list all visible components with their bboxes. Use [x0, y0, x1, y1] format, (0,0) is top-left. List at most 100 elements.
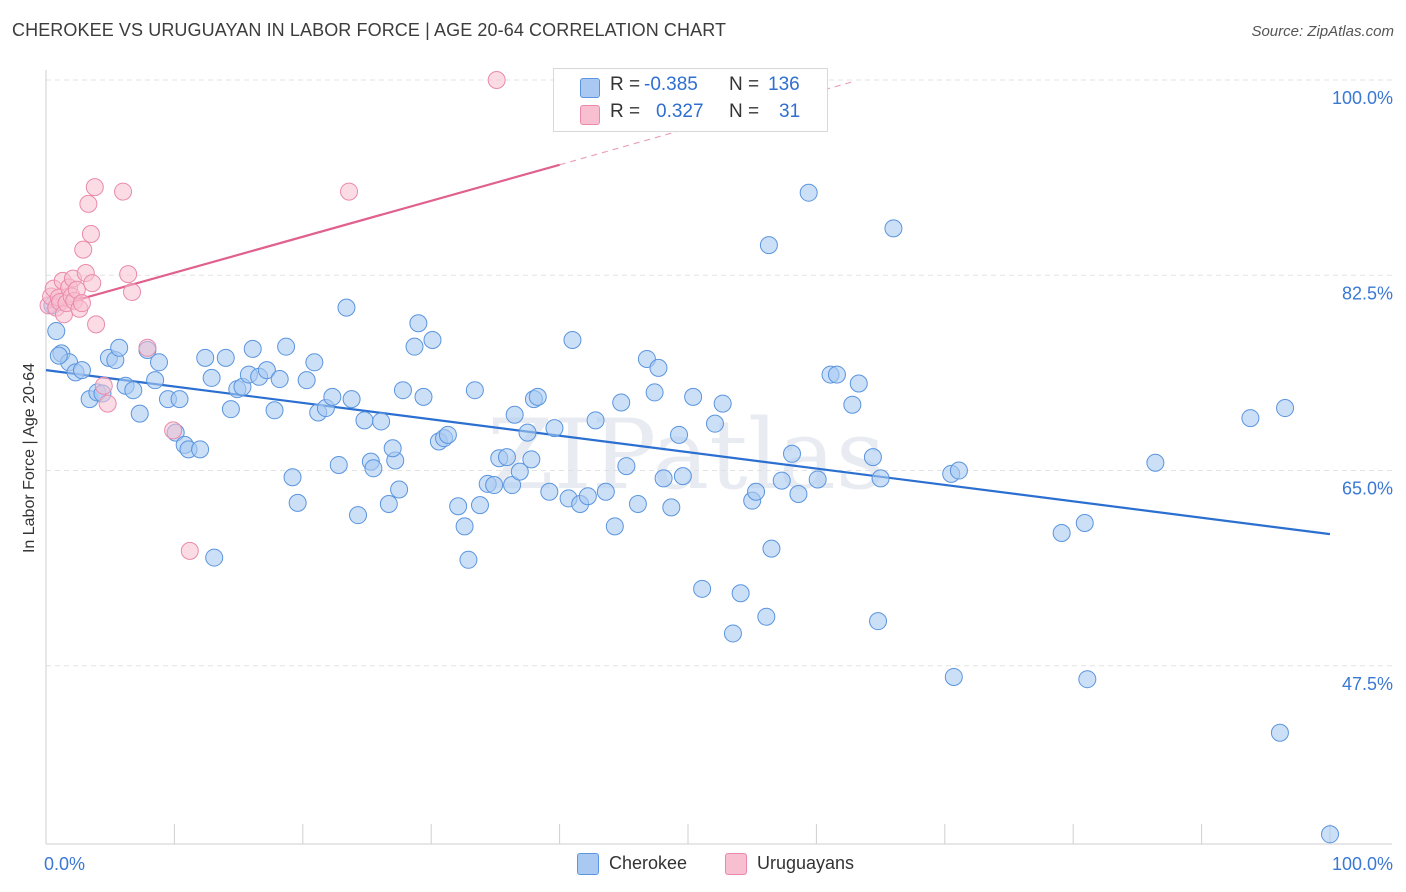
- tick-labels: 47.5% 65.0% 82.5% 100.0% 0.0% 100.0%: [44, 88, 1393, 874]
- legend-r-label: R =: [610, 101, 641, 122]
- cherokee-point: [449, 497, 468, 516]
- uruguayan-point: [87, 315, 106, 334]
- cherokee-point: [654, 469, 673, 488]
- x-tick-label: 0.0%: [44, 854, 85, 874]
- cherokee-point: [528, 387, 547, 406]
- x-tick-label: 100.0%: [1332, 854, 1393, 874]
- legend-n-label: N =: [729, 101, 760, 122]
- cherokee-point: [871, 469, 890, 488]
- cherokee-point: [221, 400, 240, 419]
- legend-n-value: 31: [779, 101, 801, 122]
- cherokee-point: [196, 348, 215, 367]
- uruguayan-point: [74, 240, 93, 259]
- cherokee-point: [459, 550, 478, 569]
- cherokee-point: [772, 471, 791, 490]
- cherokee-point: [723, 624, 742, 643]
- uruguayan-swatch: [725, 853, 747, 875]
- cherokee-point: [337, 298, 356, 317]
- cherokee-point: [270, 370, 289, 389]
- cherokee-point: [297, 371, 316, 390]
- cherokee-point: [1075, 513, 1094, 532]
- cherokee-point: [277, 337, 296, 356]
- cherokee-point: [762, 539, 781, 558]
- cherokee-point: [747, 482, 766, 501]
- cherokee-point: [485, 476, 504, 495]
- legend-r-label: R =: [610, 74, 641, 95]
- uruguayan-point: [119, 265, 138, 284]
- legend-n-label: N =: [729, 74, 760, 95]
- uruguayans-label: Uruguayans: [757, 853, 855, 873]
- cherokee-point: [205, 548, 224, 567]
- cherokee-point: [130, 404, 149, 423]
- cherokee-point: [596, 482, 615, 501]
- cherokee-point: [628, 495, 647, 514]
- cherokee-point: [563, 330, 582, 349]
- cherokee-point: [522, 450, 541, 469]
- cherokee-point: [170, 390, 189, 409]
- legend-n-value: 136: [768, 74, 800, 95]
- cherokee-point: [713, 394, 732, 413]
- cherokee-point: [72, 361, 91, 380]
- cherokee-point: [124, 381, 143, 400]
- y-axis-title: In Labor Force | Age 20-64: [21, 362, 38, 554]
- cherokee-point: [329, 455, 348, 474]
- cherokee-point: [390, 480, 409, 499]
- cherokee-point: [305, 353, 324, 372]
- cherokee-point: [612, 393, 631, 412]
- cherokee-label: Cherokee: [609, 853, 688, 873]
- cherokee-point: [216, 348, 235, 367]
- cherokee-swatch: [577, 853, 599, 875]
- source-label: Source: ZipAtlas.com: [1251, 23, 1394, 40]
- cherokee-point: [827, 365, 846, 384]
- cherokee-point: [1078, 670, 1097, 689]
- cherokee-point: [465, 381, 484, 400]
- cherokee-point: [146, 371, 165, 390]
- cherokee-trend-line: [45, 369, 1331, 536]
- uruguayan-point: [94, 376, 113, 395]
- uruguayan-point: [138, 338, 157, 357]
- cherokee-point: [110, 338, 129, 357]
- uruguayan-point: [340, 182, 359, 201]
- uruguayan-point: [114, 182, 133, 201]
- y-tick-label: 47.5%: [1342, 674, 1393, 694]
- uruguayan-swatch: [580, 105, 600, 125]
- cherokee-point: [47, 322, 66, 341]
- cherokee-point: [505, 405, 524, 424]
- cherokee-point: [257, 361, 276, 380]
- cherokee-point: [617, 457, 636, 476]
- y-tick-label: 82.5%: [1342, 283, 1393, 303]
- uruguayan-point: [164, 421, 183, 440]
- cherokee-point: [789, 484, 808, 503]
- cherokee-point: [372, 412, 391, 431]
- cherokee-point: [323, 387, 342, 406]
- cherokee-point: [944, 667, 963, 686]
- cherokee-point: [405, 337, 424, 356]
- cherokee-point: [693, 579, 712, 598]
- cherokee-point: [349, 506, 368, 525]
- cherokee-point: [949, 461, 968, 480]
- cherokee-point: [1241, 409, 1260, 428]
- cherokee-point: [670, 425, 689, 444]
- cherokee-point: [843, 395, 862, 414]
- cherokee-point: [649, 358, 668, 377]
- cherokee-point: [783, 444, 802, 463]
- uruguayan-points: [39, 71, 506, 560]
- uruguayan-point: [72, 294, 91, 313]
- cherokee-point: [202, 368, 221, 387]
- cherokee-point: [605, 517, 624, 536]
- uruguayan-point: [180, 541, 199, 560]
- cherokee-point: [545, 419, 564, 438]
- uruguayan-point: [487, 71, 506, 89]
- cherokee-point: [288, 493, 307, 512]
- cherokee-point: [470, 496, 489, 515]
- cherokee-point: [438, 425, 457, 444]
- cherokee-point: [645, 383, 664, 402]
- axes: [45, 70, 1392, 845]
- cherokee-point: [884, 219, 903, 238]
- cherokee-point: [586, 411, 605, 430]
- cherokee-point: [1276, 399, 1295, 418]
- cherokee-points: [43, 183, 1339, 844]
- cherokee-point: [662, 498, 681, 517]
- y-tick-label: 65.0%: [1342, 479, 1393, 499]
- cherokee-point: [379, 495, 398, 514]
